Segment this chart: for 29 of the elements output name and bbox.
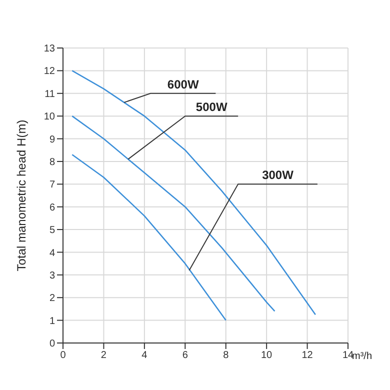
annotation: 500W (196, 100, 228, 114)
y-axis-title: Total manometric head H(m) (14, 120, 28, 272)
x-tick-label: 10 (261, 350, 273, 362)
x-tick-label: 14 (342, 350, 354, 362)
y-tick-label: 7 (49, 180, 56, 191)
y-tick-label: 1 (49, 316, 56, 327)
x-tick-label: 8 (223, 350, 230, 362)
annotation: 600W (167, 77, 200, 92)
y-tick-label: 9 (49, 134, 56, 146)
line-series (72, 154, 227, 321)
y-tick-label: 3 (49, 270, 56, 282)
x-tick-label: 0 (60, 350, 66, 362)
y-tick-label: 8 (49, 157, 56, 168)
x-tick-label: 2 (100, 350, 107, 362)
y-tick-label: 0 (49, 338, 56, 350)
y-tick-label: 5 (49, 225, 56, 236)
line-series (72, 70, 316, 316)
y-tick-label: 11 (44, 88, 56, 100)
y-tick-label: 12 (44, 66, 56, 78)
y-tick-label: 4 (49, 248, 56, 259)
x-tick-label: 12 (302, 350, 314, 362)
y-tick-label: 10 (44, 112, 56, 123)
annotation: 300W (262, 168, 294, 182)
x-tick-label: 6 (182, 350, 188, 362)
y-tick-label: 13 (44, 44, 56, 55)
x-tick-label: 4 (142, 350, 148, 362)
y-tick-label: 6 (49, 202, 56, 214)
x-axis-title: m³/h (352, 351, 372, 362)
y-tick-label: 2 (49, 293, 56, 304)
